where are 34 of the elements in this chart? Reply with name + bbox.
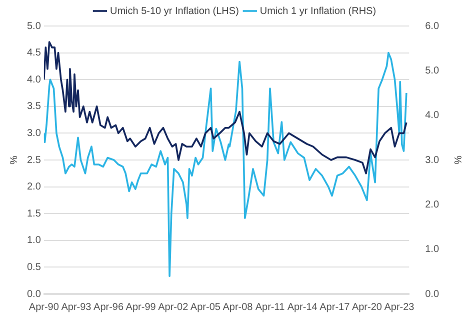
y2-tick-label: 5.0 [425, 65, 440, 76]
y2-tick-label: 4.0 [425, 110, 440, 122]
y-tick-label: 0.5 [26, 262, 42, 273]
y-tick-label: 1.5 [26, 208, 42, 220]
x-tick-label: Apr-17 [320, 302, 350, 313]
x-tick-label: Apr-05 [190, 302, 221, 313]
legend-label: Umich 5-10 yr Inflation (LHS) [110, 6, 239, 17]
y2-axis-title: % [451, 156, 462, 165]
y2-tick-label: 2.0 [425, 199, 440, 210]
x-tick-label: Apr-14 [287, 302, 318, 313]
x-tick-label: Apr-23 [384, 302, 415, 313]
legend-label: Umich 1 yr Inflation (RHS) [260, 6, 376, 17]
y2-tick-label: 6.0 [425, 20, 440, 32]
x-tick-label: Apr-99 [126, 302, 156, 313]
x-tick-label: Apr-96 [94, 302, 124, 313]
x-tick-label: Apr-11 [255, 302, 286, 313]
y-tick-label: 2.5 [26, 154, 42, 166]
y2-tick-label: 3.0 [425, 154, 440, 166]
y-tick-label: 2.0 [26, 182, 42, 193]
x-tick-label: Apr-20 [352, 302, 382, 313]
y-tick-label: 4.0 [26, 74, 42, 86]
y-tick-label: 3.5 [26, 101, 42, 112]
x-tick-label: Apr-02 [158, 302, 189, 313]
y-tick-label: 3.0 [26, 128, 42, 139]
y2-tick-label: 1.0 [425, 244, 440, 256]
y-tick-label: 1.0 [26, 235, 42, 246]
y-tick-label: 4.5 [26, 48, 42, 59]
x-tick-label: Apr-93 [61, 302, 92, 313]
x-tick-label: Apr-90 [28, 302, 60, 313]
x-tick-label: Apr-08 [222, 302, 254, 313]
y2-tick-label: 0.0 [425, 288, 440, 300]
y-tick-label: 5.0 [26, 20, 42, 32]
y-axis-title: % [8, 155, 20, 164]
y-tick-label: 0.0 [26, 288, 42, 300]
